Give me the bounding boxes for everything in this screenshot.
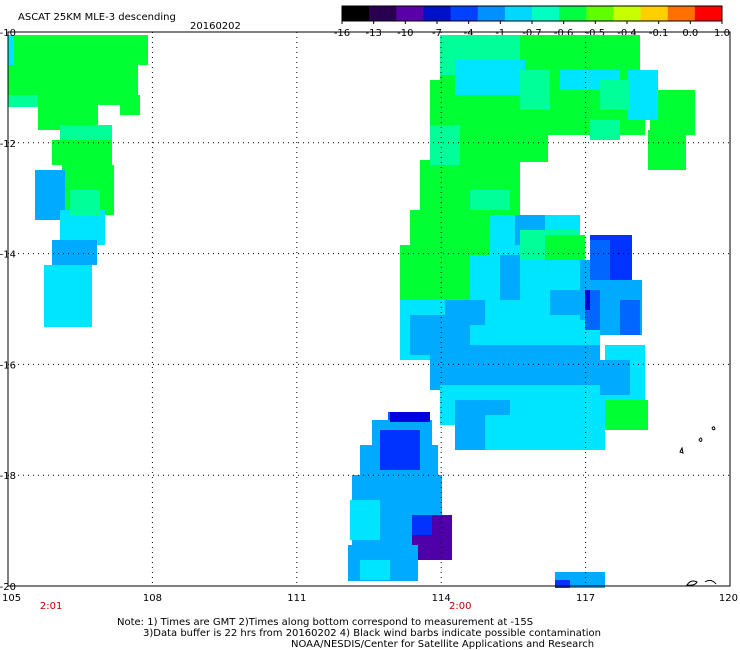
latitude-label: -12 — [0, 139, 16, 150]
scatterometer-swath — [8, 35, 695, 588]
longitude-label: 114 — [432, 593, 451, 604]
island-1 — [679, 446, 684, 454]
swath-cell — [455, 60, 525, 95]
colorbar-swatch — [477, 6, 506, 21]
colorbar-swatch — [640, 6, 669, 21]
colorbar-swatch — [667, 6, 696, 21]
colorbar-labels: -16 -13 -10 -7 -4 -1 -0.7 -0.6 -0.5 -0.4 -0.1 0.0 1.… — [334, 21, 730, 39]
swath-cell — [60, 210, 105, 245]
swath-cell — [590, 120, 620, 140]
colorbar-label: 0.0 — [682, 28, 698, 39]
swath-time-labels: 2:01 2:00 — [40, 601, 472, 612]
colorbar-label: -7 — [432, 28, 442, 39]
swath-cell — [620, 300, 640, 335]
island-4 — [686, 580, 698, 586]
swath-cell — [8, 35, 148, 65]
swath-cell — [648, 130, 686, 170]
swath-time-label: 2:01 — [40, 601, 62, 612]
swath-cell — [8, 35, 14, 65]
swath-cell — [445, 300, 485, 325]
latitude-label: -14 — [0, 250, 16, 261]
colorbar-label: -0.7 — [522, 28, 542, 39]
longitude-label: 105 — [2, 593, 21, 604]
colorbar-swatch — [504, 6, 533, 21]
swath-cell — [350, 500, 380, 540]
swath-cell — [430, 345, 600, 390]
swath-cell — [470, 190, 510, 210]
colorbar-swatch — [450, 6, 479, 21]
swath-cell — [545, 235, 585, 260]
colorbar-label: -0.4 — [617, 28, 637, 39]
swath-cell — [500, 255, 520, 300]
coastline-islands — [679, 426, 717, 586]
latitude-label: -20 — [0, 582, 16, 593]
swath-cell — [52, 140, 112, 165]
colorbar-label: -0.1 — [649, 28, 669, 39]
swath-cell — [520, 70, 550, 110]
swath-cell — [430, 125, 460, 165]
map-date: 20160202 — [190, 21, 241, 32]
swath-cell — [360, 560, 390, 580]
colorbar-swatch — [613, 6, 642, 21]
colorbar-label: -13 — [365, 28, 381, 39]
swath-cell — [535, 430, 605, 450]
colorbar-swatch — [532, 6, 560, 21]
swath-cell — [555, 580, 570, 588]
latitude-labels: -10 -12 -14 -16 -18 -20 — [0, 28, 16, 593]
colorbar-label: -4 — [464, 28, 474, 39]
note-line-2: 3)Data buffer is 22 hrs from 20160202 4)… — [143, 628, 601, 639]
colorbar-label: -1 — [495, 28, 505, 39]
colorbar-swatches — [341, 5, 723, 22]
latitude-label: -16 — [0, 360, 16, 371]
map-title: ASCAT 25KM MLE-3 descending — [18, 12, 176, 23]
swath-cell — [550, 290, 585, 315]
swath-cell — [8, 95, 38, 107]
map-frame — [7, 31, 731, 587]
colorbar-label: 1.0 — [714, 28, 730, 39]
swath-cell — [412, 515, 432, 535]
swath-cell — [120, 95, 140, 115]
swath-cell — [380, 430, 420, 470]
colorbar-swatch — [559, 6, 587, 21]
swath-cell — [605, 400, 648, 430]
colorbar-swatch — [396, 6, 424, 21]
colorbar-label: -0.6 — [554, 28, 574, 39]
colorbar-swatch — [342, 6, 370, 21]
swath-cell — [600, 360, 630, 395]
longitude-label: 108 — [143, 593, 162, 604]
colorbar-label: -10 — [397, 28, 413, 39]
colorbar-swatch — [369, 6, 397, 21]
colorbar-label: -16 — [334, 28, 350, 39]
colorbar: -16 -13 -10 -7 -4 -1 -0.7 -0.6 -0.5 -0.4 -0.1 0.0 1.… — [334, 5, 730, 39]
swath-cell — [628, 70, 658, 120]
island-3 — [711, 426, 716, 431]
swath-cell — [390, 412, 430, 422]
colorbar-swatch — [423, 6, 452, 21]
note-line-1: Note: 1) Times are GMT 2)Times along bot… — [117, 617, 533, 628]
colorbar-label: -0.5 — [586, 28, 606, 39]
swath-cell — [70, 190, 100, 215]
latitude-label: -10 — [0, 28, 16, 39]
swath-cell — [590, 240, 610, 280]
longitude-label: 120 — [719, 593, 738, 604]
longitude-label: 111 — [287, 593, 306, 604]
swath-cell — [600, 80, 630, 110]
swath-cell — [52, 240, 97, 265]
swath-cell — [8, 65, 48, 100]
longitude-labels: 105 108 111 114 117 120 — [2, 593, 738, 604]
longitude-label: 117 — [576, 593, 595, 604]
island-2 — [698, 437, 703, 442]
note-line-3: NOAA/NESDIS/Center for Satellite Applica… — [291, 639, 594, 650]
colorbar-swatch — [694, 6, 723, 21]
colorbar-swatch — [586, 6, 614, 21]
swath-cell — [582, 290, 590, 310]
swath-cell — [44, 265, 92, 327]
swath-time-label: 2:00 — [449, 601, 471, 612]
latitude-label: -18 — [0, 471, 16, 482]
island-5 — [704, 579, 717, 585]
